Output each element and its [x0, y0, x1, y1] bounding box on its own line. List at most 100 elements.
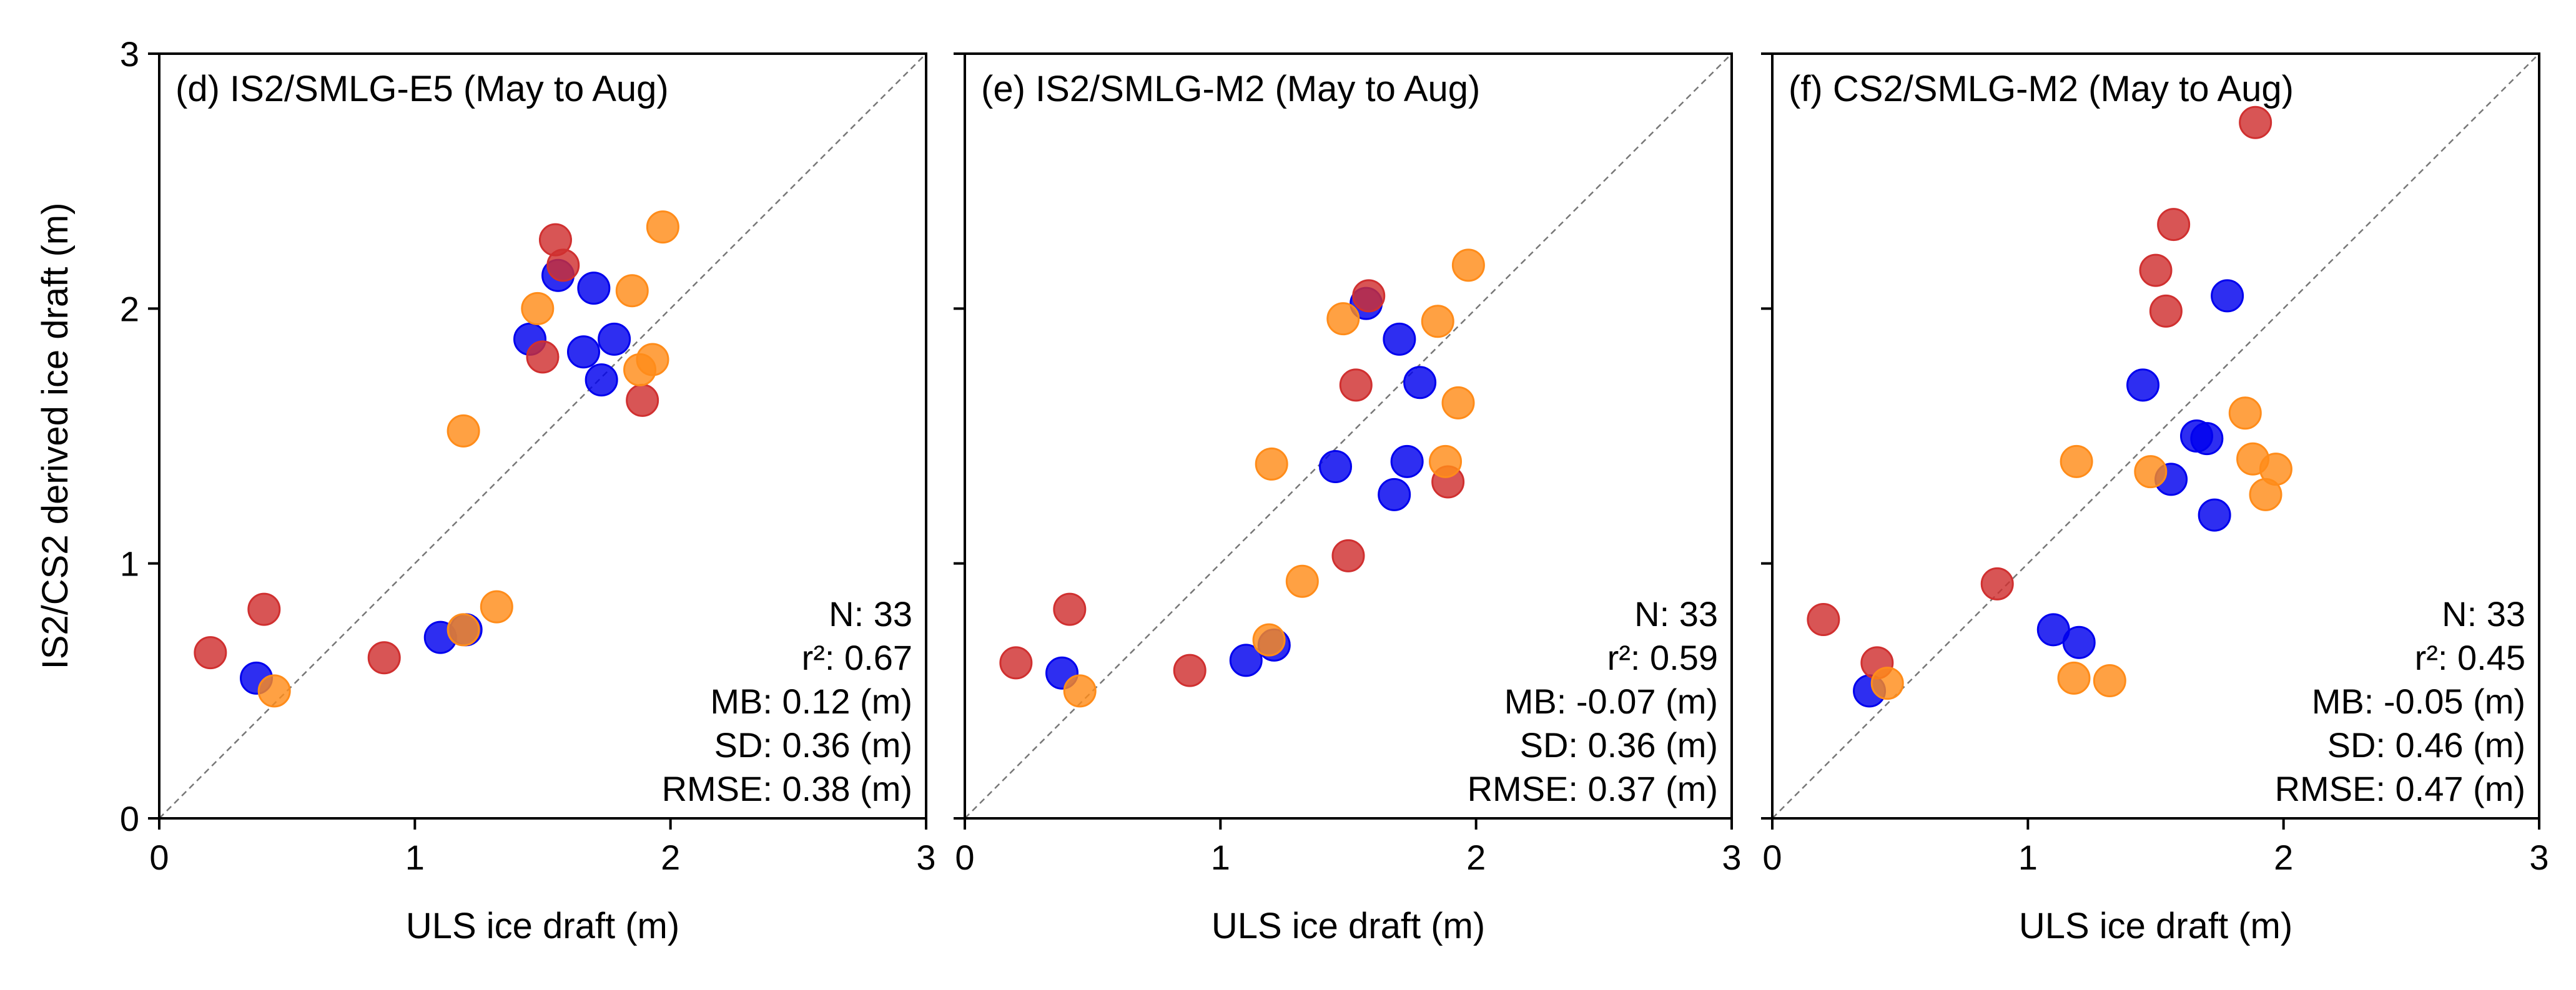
data-point: [1390, 444, 1424, 478]
data-point: [1285, 564, 1319, 598]
x-tick-label: 2: [661, 838, 680, 877]
data-point: [1429, 444, 1463, 478]
data-point: [1403, 366, 1437, 399]
x-tick-label: 1: [405, 838, 425, 877]
stat-line: MB: -0.07 (m): [1504, 682, 1718, 721]
data-point: [367, 641, 401, 675]
data-point: [521, 292, 555, 325]
stat-line: r²: 0.67: [802, 638, 912, 677]
stat-line: SD: 0.36 (m): [1520, 725, 1718, 765]
series-orange: [1063, 248, 1485, 708]
series-orange: [1870, 396, 2292, 700]
data-point: [1807, 603, 1840, 636]
data-point: [2228, 396, 2262, 430]
data-point: [636, 343, 669, 376]
panel-3: 0 1 2 3 ULS ice draft (m) (f) CS2/SMLG-M2 (Ma…: [1761, 52, 2549, 946]
data-point: [566, 335, 600, 369]
data-point: [1326, 302, 1360, 336]
x-axis-label: ULS ice draft (m): [2019, 906, 2292, 946]
data-point: [194, 636, 227, 670]
data-point: [1378, 478, 1411, 511]
data-point: [447, 613, 480, 647]
panel-title: (e) IS2/SMLG-M2 (May to Aug): [981, 69, 1480, 109]
data-point: [999, 646, 1033, 680]
series-blue: [1045, 287, 1437, 690]
data-point: [626, 383, 659, 417]
axes-frame: [964, 52, 1733, 820]
data-point: [1339, 368, 1373, 402]
series-red: [1807, 105, 2273, 680]
data-point: [447, 414, 480, 448]
series-blue: [1853, 279, 2244, 708]
x-tick-label: 2: [1466, 838, 1486, 877]
panel-title: (f) CS2/SMLG-M2 (May to Aug): [1789, 69, 2294, 109]
series-red: [194, 223, 659, 675]
data-point: [2139, 253, 2173, 287]
x-axis-label: ULS ice draft (m): [1212, 906, 1485, 946]
data-point: [1980, 567, 2014, 600]
data-point: [1229, 644, 1263, 677]
data-point: [2259, 453, 2292, 486]
stat-line: N: 33: [2442, 594, 2525, 634]
y-tick-label: 1: [120, 544, 139, 584]
data-point: [2060, 444, 2093, 478]
data-point: [2126, 368, 2160, 402]
x-tick-label: 3: [2529, 838, 2549, 877]
x-tick-label: 0: [955, 838, 974, 877]
y-tick-label: 2: [120, 289, 139, 328]
data-point: [577, 272, 611, 305]
data-point: [1331, 539, 1365, 572]
data-point: [247, 592, 281, 626]
data-point: [615, 274, 649, 308]
data-point: [2211, 279, 2244, 313]
data-point: [1053, 592, 1087, 626]
data-point: [646, 210, 679, 244]
stat-line: r²: 0.45: [2415, 638, 2525, 677]
data-point: [2239, 105, 2273, 139]
data-point: [1421, 305, 1454, 338]
data-point: [598, 322, 631, 356]
x-tick-label: 3: [1722, 838, 1741, 877]
series-blue: [240, 258, 631, 695]
data-point: [2057, 661, 2091, 695]
data-point: [2149, 294, 2183, 328]
data-point: [2157, 208, 2191, 242]
panel-2: 0 1 2 3 ULS ice draft (m) (e) IS2/SMLG-M2 (Ma…: [954, 52, 1742, 946]
axes-frame: [158, 52, 927, 820]
stat-line: r²: 0.59: [1607, 638, 1718, 677]
data-point: [1063, 674, 1097, 708]
data-point: [1252, 623, 1286, 657]
stat-line: RMSE: 0.38 (m): [662, 769, 912, 808]
stat-line: N: 33: [829, 594, 912, 634]
x-tick-label: 0: [149, 838, 169, 877]
data-point: [1319, 450, 1353, 483]
y-tick-label: 3: [120, 34, 139, 74]
stat-line: RMSE: 0.47 (m): [2275, 769, 2525, 808]
data-point: [1441, 386, 1475, 419]
data-point: [480, 590, 513, 624]
stat-line: N: 33: [1634, 594, 1718, 634]
data-point: [1451, 248, 1485, 282]
data-point: [1870, 667, 1904, 700]
stat-line: MB: -0.05 (m): [2312, 682, 2525, 721]
axes-frame: [1771, 52, 2540, 820]
stat-line: MB: 0.12 (m): [710, 682, 912, 721]
data-point: [2062, 625, 2096, 659]
x-tick-label: 2: [2274, 838, 2293, 877]
data-point: [2134, 455, 2168, 489]
stat-line: SD: 0.36 (m): [714, 725, 912, 765]
stat-line: SD: 0.46 (m): [2327, 725, 2525, 765]
x-tick-label: 0: [1762, 838, 1782, 877]
data-point: [1352, 279, 1386, 313]
data-point: [1255, 447, 1288, 481]
data-point: [526, 340, 560, 374]
x-tick-label: 1: [1211, 838, 1230, 877]
data-point: [257, 674, 291, 708]
y-axis-label: IS2/CS2 derived ice draft (m): [35, 203, 76, 670]
data-point: [585, 363, 618, 397]
x-tick-label: 1: [2018, 838, 2038, 877]
data-point: [2198, 498, 2231, 532]
y-tick-label: 0: [120, 799, 139, 838]
series-orange: [257, 210, 679, 708]
